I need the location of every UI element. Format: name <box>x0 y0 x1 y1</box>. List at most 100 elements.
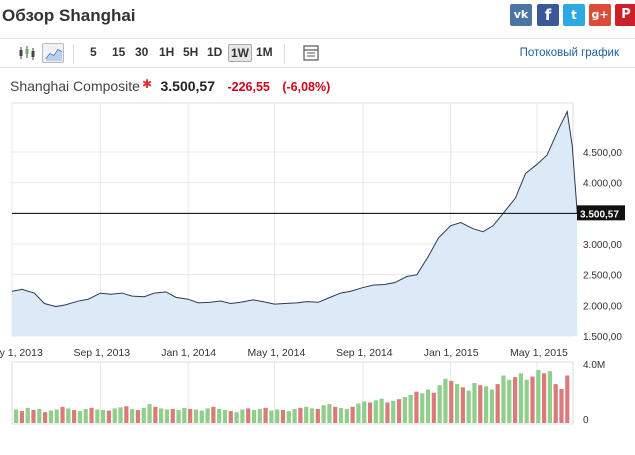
x-tick-label: May 1, 2015 <box>510 347 568 359</box>
volume-bar <box>501 375 506 423</box>
volume-bar <box>338 407 344 423</box>
volume-bar <box>547 371 552 423</box>
google-plus-share-icon[interactable]: g+ <box>589 4 611 26</box>
toolbar-divider <box>284 44 285 64</box>
timeframe-1w[interactable]: 1W <box>228 44 252 62</box>
timeframe-1m[interactable]: 1M <box>256 45 273 59</box>
volume-bar <box>199 410 204 423</box>
volume-bar <box>286 411 291 423</box>
volume-bar <box>60 406 65 423</box>
volume-bar <box>234 412 239 423</box>
volume-bar <box>489 389 494 423</box>
volume-bar <box>379 398 384 423</box>
timeframe-1h[interactable]: 1H <box>159 45 175 59</box>
volume-bar <box>298 407 303 423</box>
volume-bar <box>524 379 529 423</box>
volume-bar <box>95 409 100 423</box>
volume-bar <box>425 389 431 423</box>
volume-bar <box>31 410 36 423</box>
volume-bar <box>565 375 570 423</box>
volume-bar <box>257 408 262 423</box>
volume-zero-label: 0 <box>583 415 589 426</box>
pinterest-share-icon[interactable]: P <box>615 4 635 26</box>
volume-bar <box>466 390 471 423</box>
volume-bar <box>396 399 402 423</box>
volume-bar <box>402 397 407 423</box>
x-tick-label: Jan 1, 2015 <box>424 347 479 359</box>
timeframe-5[interactable]: 5 <box>90 45 97 59</box>
volume-bar <box>367 402 373 423</box>
volume-bar <box>19 411 25 423</box>
volume-bar <box>333 406 338 423</box>
price-change: -226,55 <box>227 80 270 94</box>
volume-panel <box>11 361 574 425</box>
volume-bar <box>211 406 216 423</box>
page-header: Обзор Shanghai vk f t g+ P <box>0 0 635 34</box>
x-tick-label: Sep 1, 2014 <box>336 347 393 359</box>
volume-bar <box>292 408 297 423</box>
y-tick-label: 1.500,00 <box>583 332 622 343</box>
volume-bar <box>135 410 141 423</box>
y-tick-label: 2.000,00 <box>583 301 622 312</box>
volume-bar <box>385 402 390 423</box>
candlestick-chart-icon[interactable] <box>16 43 38 63</box>
volume-bar <box>130 408 135 423</box>
volume-bar <box>217 408 222 423</box>
volume-bar <box>327 404 332 423</box>
facebook-share-icon[interactable]: f <box>537 4 559 26</box>
volume-bar <box>43 412 48 423</box>
chart-toolbar: 5 15 30 1H 5H 1D 1W 1M Потоковый график <box>0 38 635 68</box>
y-tick-label: 2.500,00 <box>583 271 622 282</box>
twitter-share-icon[interactable]: t <box>563 4 585 26</box>
x-tick-label: May 1, 2013 <box>0 347 43 359</box>
timeframe-30[interactable]: 30 <box>135 45 149 59</box>
volume-bar <box>228 411 233 423</box>
vk-share-icon[interactable]: vk <box>510 4 532 26</box>
y-tick-label: 3.000,00 <box>583 240 622 251</box>
volume-bar <box>437 385 442 423</box>
volume-bar <box>164 409 170 423</box>
volume-bar <box>72 410 77 423</box>
instrument-name: Shanghai Composite <box>10 78 140 94</box>
volume-bar <box>449 380 454 423</box>
toolbar-divider <box>73 44 74 64</box>
volume-bar <box>414 391 419 423</box>
volume-bar <box>309 408 315 423</box>
quote-line: Shanghai Composite ✱ 3.500,57 -226,55 (-6… <box>10 77 330 96</box>
last-price: 3.500,57 <box>160 78 216 94</box>
volume-bar <box>222 410 228 423</box>
volume-bar <box>391 400 396 423</box>
volume-bar <box>460 387 465 423</box>
area-chart-icon[interactable] <box>42 43 64 63</box>
volume-bar <box>48 410 54 423</box>
volume-bar <box>478 385 483 423</box>
volume-bar <box>89 407 94 423</box>
volume-bar <box>54 409 59 423</box>
volume-bar <box>66 408 71 423</box>
volume-bar <box>77 411 83 423</box>
volume-bar <box>159 408 164 423</box>
timeframe-1d[interactable]: 1D <box>207 45 223 59</box>
streaming-chart-link[interactable]: Потоковый график <box>519 47 619 59</box>
x-tick-label: Sep 1, 2013 <box>73 347 130 359</box>
x-tick-label: May 1, 2014 <box>248 347 306 359</box>
x-tick-label: Jan 1, 2014 <box>161 347 216 359</box>
volume-bar <box>176 410 181 423</box>
volume-bar <box>408 394 413 423</box>
volume-bar <box>512 377 518 423</box>
volume-bar <box>443 378 448 423</box>
volume-bar <box>112 408 117 423</box>
timeframe-5h[interactable]: 5H <box>183 45 199 59</box>
timeframe-15[interactable]: 15 <box>112 45 126 59</box>
price-area <box>12 111 578 336</box>
y-tick-label: 4.500,00 <box>583 148 622 159</box>
volume-bar <box>37 408 42 423</box>
volume-bar <box>153 406 158 423</box>
chart-settings-icon[interactable] <box>300 43 322 63</box>
volume-bar <box>530 376 535 423</box>
volume-bar <box>344 408 349 423</box>
volume-bar <box>350 406 355 423</box>
volume-bar <box>124 406 129 423</box>
volume-bar <box>275 409 280 423</box>
